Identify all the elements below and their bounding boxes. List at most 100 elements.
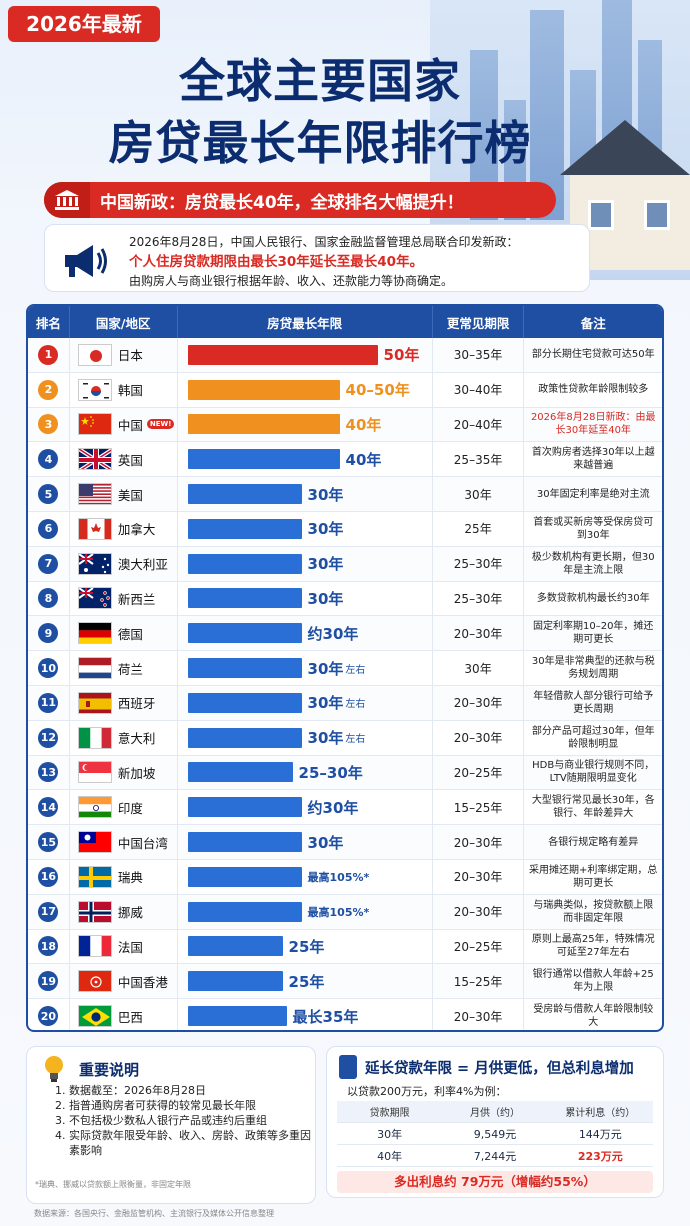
country-name: 美国: [117, 487, 143, 503]
country-name: 中国台湾: [117, 835, 168, 851]
country-name: 新西兰: [117, 591, 156, 607]
note-cell: 极少数机构有更长期，但30年是主流上限: [531, 551, 655, 576]
rank-badge: 3: [38, 414, 59, 435]
house-illustration: [560, 120, 690, 270]
country-name: 日本: [117, 348, 143, 364]
rank-badge: 6: [38, 518, 59, 539]
note-cell: 大型银行常见最长30年，各银行、年龄差异大: [531, 795, 655, 820]
rank-badge: 19: [38, 971, 59, 992]
lightbulb-icon: [43, 1055, 65, 1083]
common-term-cell: 20–40年: [433, 407, 525, 442]
common-term-cell: 25年: [433, 511, 525, 546]
term-label: 30年: [307, 520, 344, 539]
term-bar-cell: 约30年: [178, 790, 433, 825]
table-row: 14 印度 约30年 15–25年 大型银行常见最长30年，各银行、年龄差异大: [28, 790, 662, 826]
country-name: 澳大利亚: [117, 557, 168, 573]
header-common-term: 更常见期限: [433, 306, 525, 338]
loan-summary: 多出利息约 79万元（增幅约55%）: [337, 1171, 653, 1193]
rank-badge: 12: [38, 727, 59, 748]
flag-tw-icon: [77, 831, 112, 854]
note-cell: 年轻借款人部分银行可给予更长周期: [533, 690, 654, 715]
term-label: 40年: [345, 450, 382, 469]
rank-cell: 9: [28, 616, 70, 651]
rank-cell: 17: [28, 894, 70, 929]
rank-badge: 15: [38, 832, 59, 853]
term-bar-cell: 最长35年: [178, 999, 433, 1030]
flag-de-icon: [77, 622, 112, 645]
common-term-cell: 20–25年: [433, 755, 525, 790]
term-bar: [187, 449, 340, 470]
term-bar: [187, 1006, 287, 1027]
note-cell: 部分长期住宅贷款可达50年: [531, 349, 655, 361]
term-label: 约30年: [307, 798, 359, 817]
flag-ca-icon: [77, 517, 112, 540]
new-badge: NEW!: [146, 419, 175, 430]
note-cell: 30年是非常典型的还款与税务规划周期: [531, 656, 655, 681]
flag-it-icon: [77, 726, 112, 749]
table-row: 7 澳大利亚 30年 25–30年 极少数机构有更长期，但30年是主流上限: [28, 546, 662, 582]
term-suffix: 左右: [345, 664, 366, 676]
term-bar-cell: 30年: [178, 825, 433, 859]
country-name: 西班牙: [117, 696, 156, 712]
country-name: 挪威: [117, 905, 143, 921]
note-cell: HDB与商业银行规则不同，LTV随期限明显变化: [532, 760, 655, 785]
note-cell: 政策性贷款年龄限制较多: [538, 384, 649, 396]
term-label: 30年: [307, 555, 344, 574]
country-name: 韩国: [117, 383, 143, 399]
flag-fr-icon: [77, 935, 112, 958]
country-name: 瑞典: [117, 870, 143, 886]
term-bar-cell: 40年: [178, 442, 433, 477]
country-cell: 澳大利亚: [70, 546, 178, 581]
term-label: 30年: [307, 485, 344, 504]
bank-icon: [44, 182, 90, 218]
rank-badge: 4: [38, 449, 59, 470]
term-bar-cell: 30年: [178, 546, 433, 581]
table-row: 30年 9,549元 144万元: [337, 1123, 653, 1145]
loan-subtitle: 以贷款200万元，利率4%为例：: [347, 1085, 507, 1098]
table-row: 19 中国香港 25年 15–25年 银行通常以借款人年龄+25年为上限: [28, 964, 662, 1000]
note-cell: 首次购房者选择30年以上越来越普遍: [531, 447, 655, 472]
flag-es-icon: [77, 691, 112, 714]
term-label: 30年: [307, 833, 344, 852]
country-cell: 加拿大: [70, 511, 178, 546]
note-cell: 银行通常以借款人年龄+25年为上限: [532, 969, 654, 994]
country-name: 中国香港: [117, 974, 168, 990]
footnote: *瑞典、挪威以贷款额上限衡量，非固定年限: [35, 1180, 191, 1189]
megaphone-icon: [59, 241, 109, 281]
term-bar: [187, 936, 283, 957]
common-term-cell: 30年: [433, 477, 525, 511]
common-term-cell: 20–25年: [433, 929, 525, 964]
table-row: 15 中国台湾 30年 20–30年 各银行规定略有差异: [28, 825, 662, 860]
table-row: 2 韩国 40–50年 30–40年 政策性贷款年龄限制较多: [28, 372, 662, 408]
term-suffix: 左右: [345, 734, 366, 746]
term-bar-cell: 30年: [178, 581, 433, 616]
term-label: 约30年: [307, 624, 359, 643]
term-suffix: 左右: [345, 699, 366, 711]
term-bar-cell: 50年: [178, 338, 433, 372]
calculator-icon: [339, 1055, 357, 1079]
rank-badge: 17: [38, 901, 59, 922]
rank-badge: 2: [38, 379, 59, 400]
term-label: 30年: [307, 694, 344, 713]
country-cell: 英国: [70, 442, 178, 477]
term-bar-cell: 25年: [178, 964, 433, 999]
term-label: 最高105%*: [307, 870, 370, 884]
term-bar-cell: 30年 左右: [178, 651, 433, 685]
rank-cell: 19: [28, 964, 70, 999]
term-bar: [187, 901, 302, 922]
term-bar: [187, 866, 302, 887]
rank-badge: 10: [38, 658, 59, 679]
rank-cell: 11: [28, 685, 70, 720]
header-max-term: 房贷最长年限: [178, 306, 433, 338]
flag-se-icon: [77, 865, 112, 888]
country-name: 加拿大: [117, 522, 156, 538]
term-bar: [187, 623, 302, 644]
note-cell: 固定利率期10–20年，摊还期可更长: [532, 621, 654, 646]
loan-table: 贷款期限 月供（约） 累计利息（约） 30年 9,549元 144万元 40年 …: [337, 1101, 653, 1167]
term-bar: [187, 518, 302, 539]
country-cell: 新西兰: [70, 581, 178, 616]
term-bar-cell: 30年: [178, 477, 433, 511]
rank-cell: 13: [28, 755, 70, 790]
term-label: 25–30年: [298, 763, 363, 782]
rank-cell: 20: [28, 999, 70, 1030]
